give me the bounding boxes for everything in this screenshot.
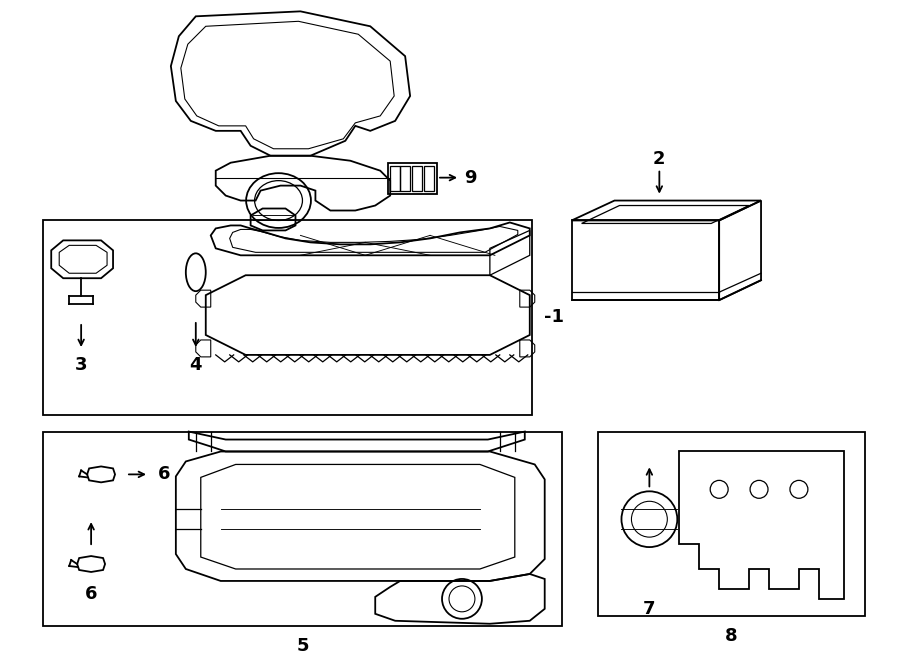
Bar [598, 432, 865, 616]
Text: 4: 4 [190, 356, 202, 374]
Text: 8: 8 [724, 627, 737, 644]
Text: 5: 5 [296, 637, 309, 654]
Text: 3: 3 [75, 356, 87, 374]
Text: 6: 6 [158, 465, 170, 483]
Bar [43, 221, 532, 414]
Text: 2: 2 [653, 150, 666, 168]
Bar [43, 432, 562, 626]
Text: -1: -1 [544, 308, 563, 326]
Text: 6: 6 [85, 585, 97, 603]
Text: 7: 7 [644, 600, 655, 618]
Text: 9: 9 [464, 169, 476, 186]
